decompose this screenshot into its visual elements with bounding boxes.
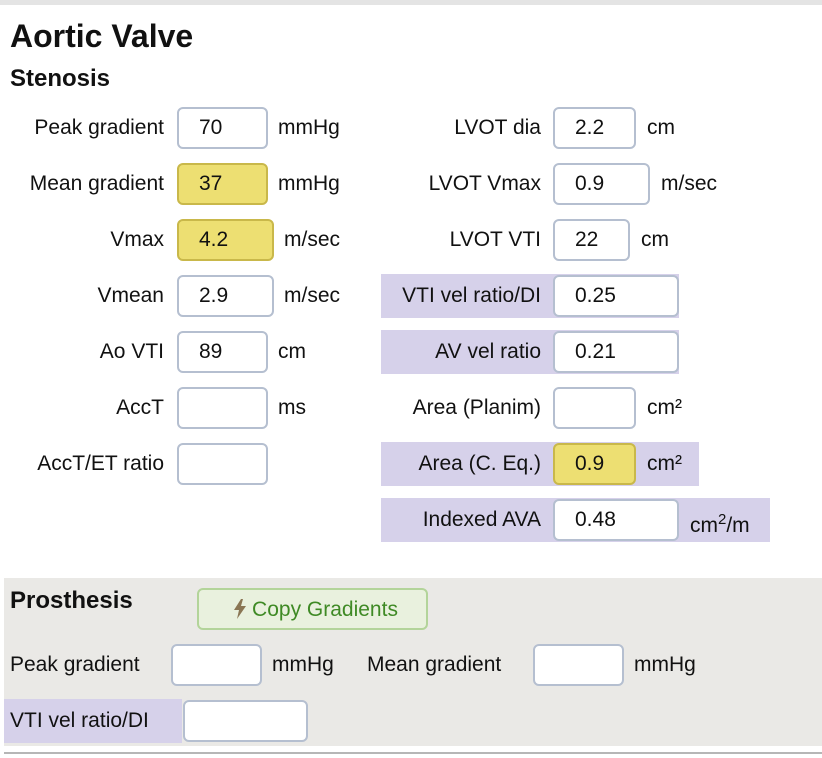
lvot-vmax-input[interactable]	[553, 163, 650, 205]
label-prosthesis-vti-vel-ratio: VTI vel ratio/DI	[10, 709, 149, 732]
acct-et-ratio-input[interactable]	[177, 443, 268, 485]
unit-mean-gradient: mmHg	[278, 172, 340, 195]
lvot-dia-input[interactable]	[553, 107, 636, 149]
label-indexed-ava: Indexed AVA	[422, 508, 541, 531]
computed-row-highlight	[381, 442, 699, 486]
unit-vmean: m/sec	[284, 284, 341, 307]
label-area-c-eq: Area (C. Eq.)	[418, 452, 541, 475]
label-av-vel-ratio: AV vel ratio	[435, 340, 541, 363]
vmax-input[interactable]	[177, 219, 274, 261]
label-lvot-dia: LVOT dia	[454, 116, 541, 139]
label-acct: AccT	[116, 396, 164, 419]
label-lvot-vti: LVOT VTI	[449, 228, 541, 251]
bottom-divider	[4, 752, 822, 754]
unit-lvot-vmax: m/sec	[661, 172, 718, 195]
indexed-ava-input[interactable]	[553, 499, 679, 541]
label-peak-gradient: Peak gradient	[34, 116, 164, 139]
unit-peak-gradient: mmHg	[278, 116, 340, 139]
label-area-planim: Area (Planim)	[412, 396, 541, 419]
label-vmax: Vmax	[110, 228, 164, 251]
prosthesis-vti-vel-ratio-input[interactable]	[183, 700, 308, 742]
unit-indexed-ava: cm2/m	[690, 498, 750, 542]
label-lvot-vmax: LVOT Vmax	[428, 172, 541, 195]
top-border	[0, 0, 822, 5]
label-prosthesis-mean-gradient: Mean gradient	[367, 653, 502, 676]
section-heading-stenosis: Stenosis	[10, 65, 111, 92]
label-mean-gradient: Mean gradient	[29, 172, 164, 195]
unit-acct: ms	[278, 396, 306, 419]
prosthesis-mean-gradient-input[interactable]	[533, 644, 624, 686]
section-heading-prosthesis: Prosthesis	[10, 587, 133, 614]
peak-gradient-input[interactable]	[177, 107, 268, 149]
prosthesis-peak-gradient-input[interactable]	[171, 644, 262, 686]
area-planim-input[interactable]	[553, 387, 636, 429]
vmean-input[interactable]	[177, 275, 274, 317]
unit-vmax: m/sec	[284, 228, 341, 251]
label-vti-vel-ratio: VTI vel ratio/DI	[402, 284, 541, 307]
unit-ao-vti: cm	[278, 340, 306, 363]
copy-gradients-label: Copy Gradients	[252, 598, 398, 621]
label-acct-et-ratio: AccT/ET ratio	[37, 452, 164, 475]
av-vel-ratio-input[interactable]	[553, 331, 679, 373]
label-ao-vti: Ao VTI	[99, 340, 164, 363]
unit-prosthesis-mean-gradient: mmHg	[634, 653, 696, 676]
vti-vel-ratio-input[interactable]	[553, 275, 679, 317]
unit-superscript: 2	[718, 511, 727, 528]
copy-gradients-button[interactable]: Copy Gradients	[197, 588, 428, 630]
unit-area-c-eq: cm²	[647, 452, 682, 475]
label-vmean: Vmean	[97, 284, 164, 307]
unit-lvot-dia: cm	[647, 116, 675, 139]
unit-prosthesis-peak-gradient: mmHg	[272, 653, 334, 676]
lvot-vti-input[interactable]	[553, 219, 630, 261]
acct-input[interactable]	[177, 387, 268, 429]
ao-vti-input[interactable]	[177, 331, 268, 373]
page-title: Aortic Valve	[10, 18, 194, 54]
lightning-bolt-icon	[234, 599, 247, 619]
unit-tail: /m	[726, 514, 750, 537]
unit-area-planim: cm²	[647, 396, 682, 419]
unit-base: cm	[690, 514, 718, 537]
mean-gradient-input[interactable]	[177, 163, 268, 205]
label-prosthesis-peak-gradient: Peak gradient	[10, 653, 140, 676]
area-c-eq-input[interactable]	[553, 443, 636, 485]
unit-lvot-vti: cm	[641, 228, 669, 251]
computed-row-highlight	[4, 699, 182, 743]
